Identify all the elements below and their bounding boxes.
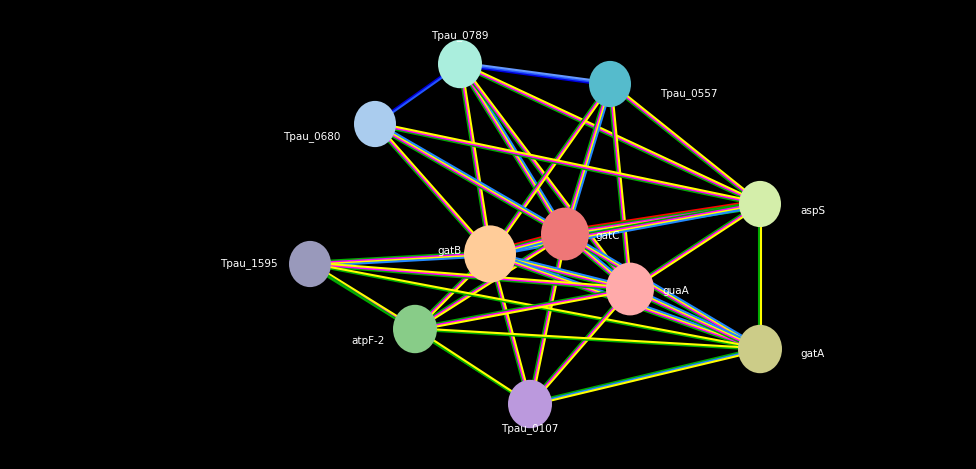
Text: Tpau_0680: Tpau_0680: [283, 131, 340, 143]
Text: gatA: gatA: [800, 349, 825, 359]
Ellipse shape: [354, 101, 396, 147]
Ellipse shape: [739, 181, 781, 227]
Text: Tpau_1595: Tpau_1595: [221, 258, 278, 270]
Ellipse shape: [508, 380, 552, 428]
Text: atpF-2: atpF-2: [351, 336, 385, 346]
Ellipse shape: [289, 241, 331, 287]
Text: gatB: gatB: [438, 246, 462, 256]
Ellipse shape: [464, 226, 516, 283]
Text: aspS: aspS: [800, 206, 825, 216]
Ellipse shape: [438, 40, 482, 88]
Text: Tpau_0789: Tpau_0789: [431, 30, 489, 41]
Ellipse shape: [606, 263, 654, 315]
Ellipse shape: [393, 305, 437, 353]
Text: gatC: gatC: [595, 231, 620, 241]
Text: guaA: guaA: [662, 286, 689, 296]
Text: Tpau_0107: Tpau_0107: [502, 424, 558, 434]
Ellipse shape: [589, 61, 631, 107]
Ellipse shape: [541, 208, 589, 260]
Ellipse shape: [738, 325, 782, 373]
Text: Tpau_0557: Tpau_0557: [660, 89, 717, 99]
